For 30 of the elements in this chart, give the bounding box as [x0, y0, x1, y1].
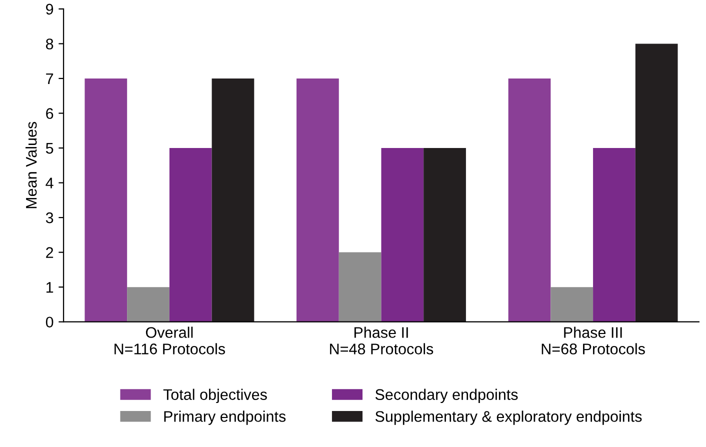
bar: [127, 287, 170, 322]
bar: [635, 44, 678, 322]
y-axis-title: Mean Values: [26, 122, 37, 208]
bar: [338, 252, 382, 322]
bar: [169, 148, 212, 322]
bar: [508, 78, 551, 322]
y-tick-label: 2: [46, 247, 54, 258]
legend-label: Supplementary & exploratory endpoints: [375, 410, 642, 425]
y-tick-label: 6: [46, 108, 54, 119]
x-tick-label: Phase II N=48 Protocols: [330, 326, 434, 354]
y-tick-label: 9: [46, 4, 54, 15]
y-tick-label: 4: [46, 178, 54, 188]
bar: [296, 78, 339, 322]
y-tick-label: 0: [46, 316, 54, 328]
y-tick-label: 7: [46, 74, 54, 84]
x-tick-label: Phase III N=68 Protocols: [542, 326, 645, 354]
legend-label: Primary endpoints: [164, 410, 286, 425]
y-tick-label: 3: [46, 212, 54, 224]
bar: [84, 78, 128, 322]
bar: [424, 148, 466, 322]
legend-label: Secondary endpoints: [375, 388, 518, 404]
y-tick-label: 8: [46, 38, 54, 50]
bar: [212, 78, 254, 322]
bar: [381, 148, 424, 322]
bar: [550, 287, 594, 322]
y-tick-label: 5: [46, 143, 54, 154]
legend-label: Total objectives: [163, 388, 267, 404]
bar: [593, 148, 636, 322]
x-tick-label: Overall N=116 Protocols: [114, 326, 226, 354]
y-tick-label: 1: [46, 282, 54, 293]
